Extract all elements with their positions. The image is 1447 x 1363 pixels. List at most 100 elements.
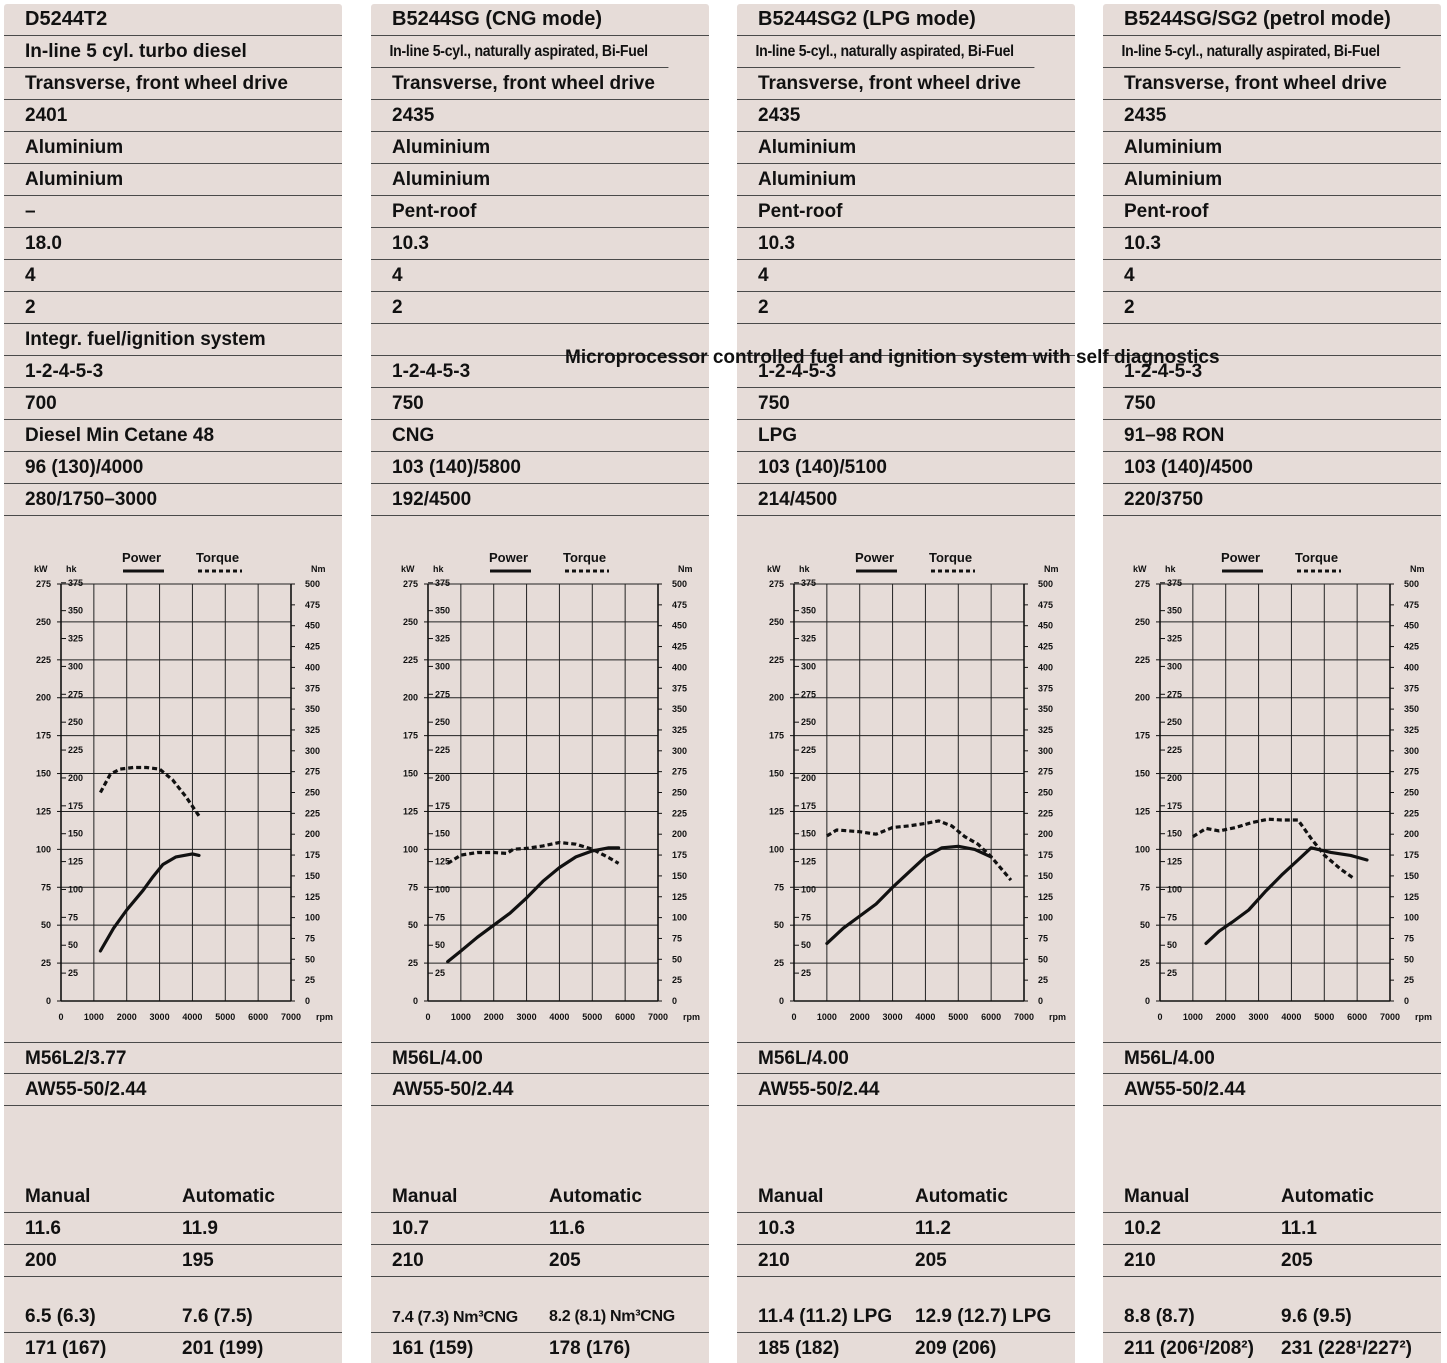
manual-value: 11.4 (11.2) LPG bbox=[758, 1306, 893, 1327]
rpm-tick-label: 5000 bbox=[582, 1012, 602, 1022]
kw-tick-label: 0 bbox=[46, 996, 51, 1006]
rpm-tick-label: 2000 bbox=[1216, 1012, 1236, 1022]
power-curve bbox=[1204, 846, 1369, 945]
hk-tick-label: 175 bbox=[68, 801, 83, 811]
nm-tick-label: 275 bbox=[1404, 767, 1419, 777]
nm-tick-label: 250 bbox=[305, 788, 320, 798]
kw-tick-label: 175 bbox=[403, 731, 418, 741]
kw-tick-label: 175 bbox=[769, 731, 784, 741]
kw-tick-label: 250 bbox=[769, 617, 784, 627]
nm-axis-label: Nm bbox=[678, 564, 693, 574]
manual-header: Manual bbox=[25, 1186, 91, 1207]
nm-tick-label: 150 bbox=[1038, 871, 1053, 881]
spec-row-4: Aluminium bbox=[1103, 132, 1441, 164]
automatic-value: 12.9 (12.7) LPG bbox=[915, 1306, 1052, 1327]
manual-value: 11.6 bbox=[25, 1218, 61, 1239]
manual-value: 10.2 bbox=[1124, 1218, 1161, 1239]
nm-tick-label: 425 bbox=[672, 642, 687, 652]
spec-column-2: B5244SG (CNG mode) In-line 5-cyl., natura… bbox=[371, 4, 709, 1363]
hk-tick-label: 175 bbox=[1167, 801, 1182, 811]
performance-row-3: 171 (167) 201 (199) bbox=[4, 1333, 342, 1363]
spec-row-3: 2435 bbox=[737, 100, 1075, 132]
kw-tick-label: 225 bbox=[403, 655, 418, 665]
nm-tick-label: 300 bbox=[305, 746, 320, 756]
power-curve bbox=[446, 846, 621, 964]
hk-tick-label: 75 bbox=[68, 912, 78, 922]
nm-tick-label: 350 bbox=[305, 704, 320, 714]
kw-tick-label: 150 bbox=[36, 769, 51, 779]
spec-column-1: D5244T2 In-line 5 cyl. turbo diesel Transv… bbox=[4, 4, 342, 1363]
spec-row-0: B5244SG/SG2 (petrol mode) bbox=[1103, 4, 1441, 36]
transmission-header-row: Manual Automatic bbox=[737, 1181, 1075, 1213]
rpm-tick-label: 6000 bbox=[1347, 1012, 1367, 1022]
automatic-value: 201 (199) bbox=[182, 1338, 264, 1359]
performance-row-2: 11.4 (11.2) LPG 12.9 (12.7) LPG bbox=[737, 1301, 1075, 1333]
kw-tick-label: 75 bbox=[774, 882, 784, 892]
hk-tick-label: 375 bbox=[1167, 578, 1182, 588]
rpm-tick-label: 4000 bbox=[1281, 1012, 1301, 1022]
nm-tick-label: 375 bbox=[672, 683, 687, 693]
kw-tick-label: 0 bbox=[1145, 996, 1150, 1006]
hk-tick-label: 300 bbox=[801, 661, 816, 671]
nm-tick-label: 475 bbox=[305, 600, 320, 610]
automatic-value: 205 bbox=[1281, 1250, 1313, 1271]
kw-tick-label: 200 bbox=[1135, 693, 1150, 703]
nm-tick-label: 0 bbox=[1038, 996, 1043, 1006]
gearbox-row-0: M56L2/3.77 bbox=[4, 1042, 342, 1074]
nm-tick-label: 300 bbox=[1404, 746, 1419, 756]
spec-row-9: 2 bbox=[737, 292, 1075, 324]
kw-tick-label: 275 bbox=[403, 579, 418, 589]
nm-tick-label: 325 bbox=[1404, 725, 1419, 735]
nm-tick-label: 450 bbox=[305, 621, 320, 631]
spec-row-10: Integr. fuel/ignition system bbox=[4, 324, 342, 356]
spec-row-0: B5244SG2 (LPG mode) bbox=[737, 4, 1075, 36]
performance-row-0: 10.7 11.6 bbox=[371, 1213, 709, 1245]
shared-fuel-system-text: Microprocessor controlled fuel and ignit… bbox=[565, 347, 1220, 368]
hk-tick-label: 325 bbox=[68, 634, 83, 644]
kw-tick-label: 50 bbox=[408, 920, 418, 930]
torque-curve bbox=[446, 840, 620, 865]
nm-tick-label: 500 bbox=[672, 579, 687, 589]
gearbox-row-1: AW55-50/2.44 bbox=[4, 1074, 342, 1106]
rpm-tick-label: 3000 bbox=[150, 1012, 170, 1022]
performance-row-2: 6.5 (6.3) 7.6 (7.5) bbox=[4, 1301, 342, 1333]
kw-tick-label: 50 bbox=[774, 920, 784, 930]
kw-tick-label: 100 bbox=[1135, 844, 1150, 854]
nm-tick-label: 150 bbox=[1404, 871, 1419, 881]
hk-tick-label: 150 bbox=[68, 829, 83, 839]
kw-tick-label: 25 bbox=[408, 958, 418, 968]
spec-row-15: 220/3750 bbox=[1103, 484, 1441, 516]
automatic-header: Automatic bbox=[1281, 1186, 1374, 1207]
hk-tick-label: 325 bbox=[435, 634, 450, 644]
automatic-value: 8.2 (8.1) Nm³CNG bbox=[549, 1308, 675, 1325]
manual-value: 210 bbox=[1124, 1250, 1156, 1271]
spec-row-12: 750 bbox=[371, 388, 709, 420]
transmission-header-row: Manual Automatic bbox=[1103, 1181, 1441, 1213]
kw-tick-label: 25 bbox=[774, 958, 784, 968]
nm-axis-label: Nm bbox=[1410, 564, 1425, 574]
manual-value: 6.5 (6.3) bbox=[25, 1306, 96, 1327]
hk-axis-label: hk bbox=[1165, 564, 1176, 574]
spec-row-12: 700 bbox=[4, 388, 342, 420]
spec-row-13: 91–98 RON bbox=[1103, 420, 1441, 452]
hk-tick-label: 275 bbox=[801, 689, 816, 699]
manual-value: 10.7 bbox=[392, 1218, 429, 1239]
nm-tick-label: 100 bbox=[1038, 913, 1053, 923]
hk-tick-label: 125 bbox=[1167, 857, 1182, 867]
performance-row-3: 185 (182) 209 (206) bbox=[737, 1333, 1075, 1363]
rpm-tick-label: 2000 bbox=[117, 1012, 137, 1022]
performance-row-0: 11.6 11.9 bbox=[4, 1213, 342, 1245]
nm-tick-label: 325 bbox=[305, 725, 320, 735]
kw-tick-label: 125 bbox=[1135, 806, 1150, 816]
spec-row-3: 2435 bbox=[371, 100, 709, 132]
performance-row-1: 210 205 bbox=[1103, 1245, 1441, 1277]
legend-power-label: Power bbox=[855, 550, 894, 565]
nm-tick-label: 200 bbox=[1038, 829, 1053, 839]
nm-tick-label: 50 bbox=[1404, 954, 1414, 964]
spec-row-15: 280/1750–3000 bbox=[4, 484, 342, 516]
nm-tick-label: 425 bbox=[1038, 642, 1053, 652]
spec-row-10 bbox=[1103, 324, 1441, 356]
legend-torque-label: Torque bbox=[196, 550, 239, 565]
hk-tick-label: 200 bbox=[68, 773, 83, 783]
nm-tick-label: 400 bbox=[1404, 662, 1419, 672]
